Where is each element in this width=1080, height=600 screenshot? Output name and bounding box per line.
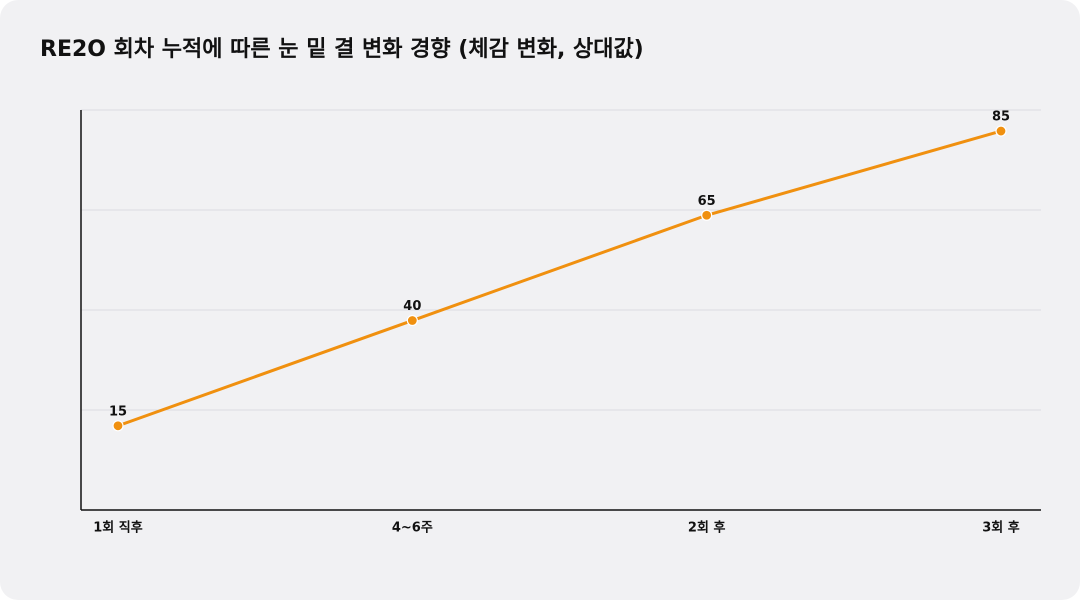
x-tick-label: 3회 후: [982, 520, 1020, 536]
data-label: 85: [992, 110, 1010, 125]
point: [995, 125, 1007, 137]
x-tick-label: 4~6주: [392, 521, 433, 536]
point: [701, 209, 713, 221]
data-label: 65: [698, 194, 716, 209]
line: [117, 129, 1002, 428]
data-label: 40: [403, 299, 421, 314]
data-label: 15: [109, 404, 127, 419]
x-tick-label: 1회 직후: [93, 520, 142, 536]
chart-title: RE2O 회차 누적에 따른 눈 밑 결 변화 경향 (체감 변화, 상대값): [40, 37, 644, 62]
point: [112, 420, 124, 432]
point: [406, 314, 418, 327]
x-tick-label: 2회 후: [688, 520, 726, 536]
